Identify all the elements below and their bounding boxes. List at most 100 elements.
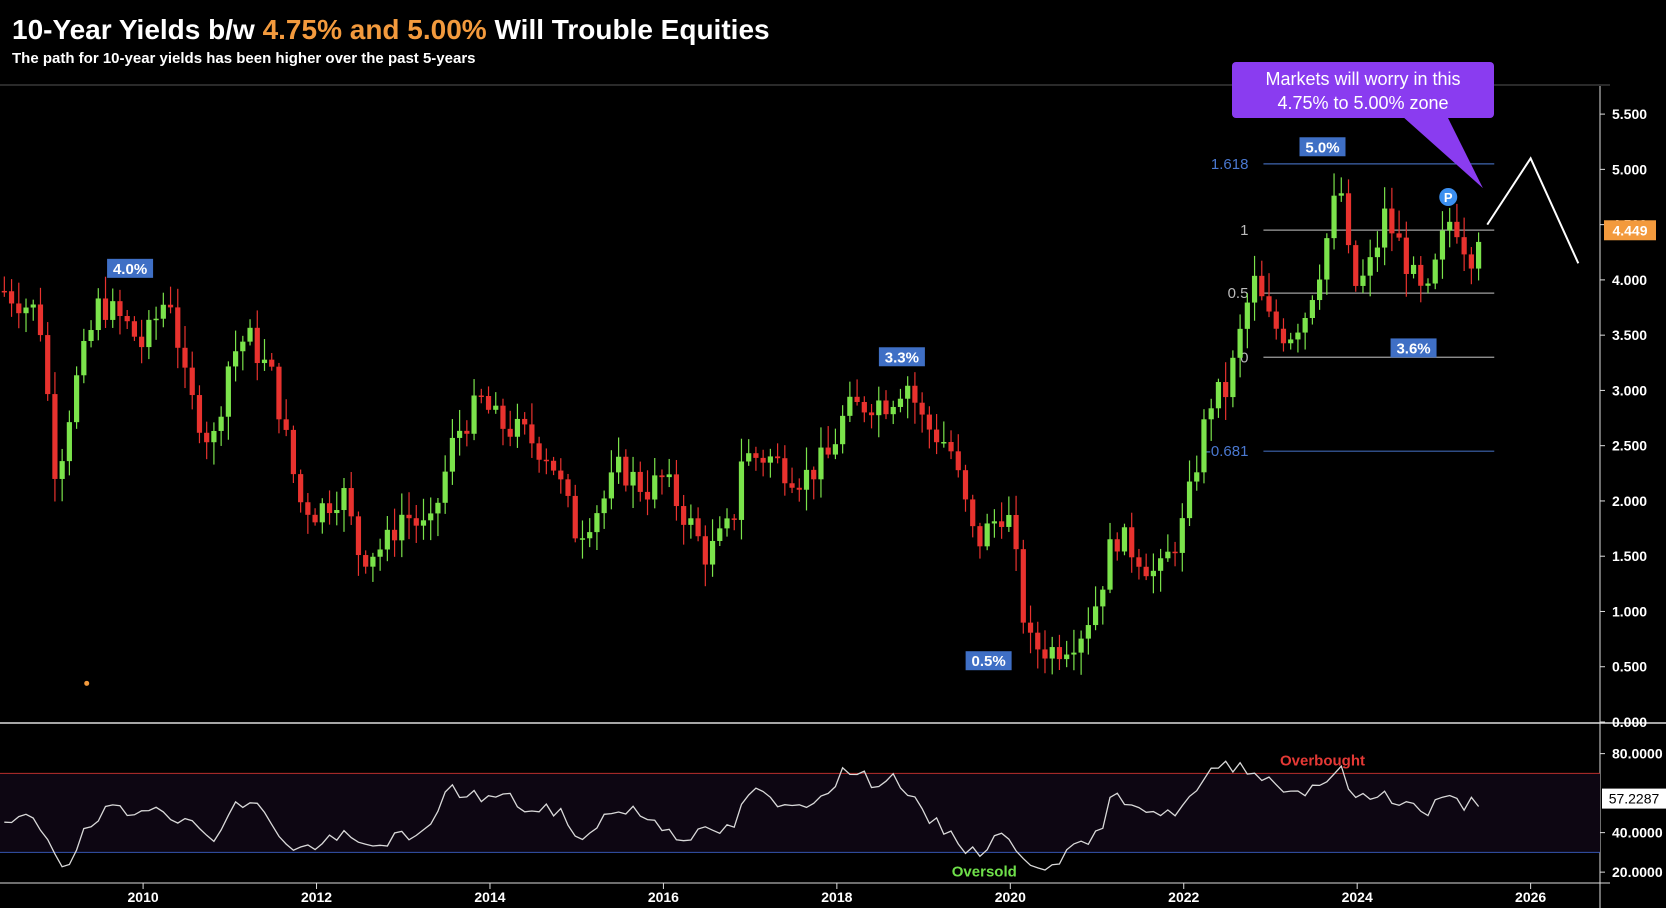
candle-body [962,470,969,500]
candle-body [1186,481,1193,519]
candle-body [1280,328,1287,344]
chart-subtitle: The path for 10-year yields has been hig… [12,50,476,67]
candle-body [232,351,239,367]
rsi-y-tick-label: 40.0000 [1612,825,1663,841]
candle-body [529,424,535,444]
fib-label: 0.5 [1228,285,1249,302]
candle-body [326,503,333,514]
candle-body [1309,300,1315,319]
peak-label-box [107,258,154,278]
candle-body [536,443,542,460]
fib-label: 1.618 [1211,156,1249,173]
candle-body [1114,539,1120,552]
chart-title: 10-Year Yields b/w 4.75% and 5.00% Will … [12,14,770,46]
candle-body [1215,382,1222,409]
candle-body [189,367,195,396]
candle-body [673,474,680,507]
candle-body [1020,549,1026,623]
rsi-y-tick-label: 20.0000 [1612,864,1663,880]
candle-body [587,532,593,539]
rsi-y-tick-label: 80.0000 [1612,746,1663,762]
candle-body [16,303,22,314]
candle-body [594,513,600,533]
candle-body [977,526,983,547]
candle-body [117,301,123,317]
candle-body [334,510,340,514]
candle-body [1150,570,1156,577]
candle-body [88,330,94,342]
candle-body [413,518,419,526]
candle-body [912,385,918,403]
peak-label-box [1390,338,1437,358]
y-tick-label: 3.000 [1612,382,1647,398]
candle-body [760,457,766,463]
title-highlight: 4.75% and 5.00% [262,14,487,45]
candle-body [601,498,607,514]
candle-body [1425,283,1431,286]
candle-body [1360,275,1366,286]
candle-body [110,301,116,320]
candle-body [652,475,658,500]
peak-label: 3.6% [1396,340,1430,357]
candle-body [999,521,1005,527]
candle-body [905,385,911,399]
candle-body [1410,264,1417,274]
candle-body [74,375,80,423]
candle-body [363,555,369,567]
candle-body [95,298,101,331]
peak-label: 4.0% [113,261,147,278]
candle-body [1237,328,1243,358]
candle-body [688,518,694,525]
candle-body [1266,296,1272,312]
candle-body [644,491,651,500]
candle-body [1064,654,1070,660]
candle-body [485,395,492,410]
candle-body [1468,254,1474,269]
candle-body [377,549,383,557]
candle-body [558,470,564,480]
peak-label-box [878,347,925,367]
candle-body [861,401,867,413]
overbought-label: Overbought [1280,752,1365,769]
candle-body [1194,472,1200,482]
candle-body [81,341,87,376]
candle-body [1107,539,1113,590]
candle-body [218,416,224,431]
candle-body [1353,245,1359,286]
orange-dot [84,680,90,686]
candle-body [348,488,354,517]
candle-body [522,418,528,425]
candle-body [796,487,802,490]
candle-body [933,429,940,443]
x-tick-label: 2022 [1168,889,1199,905]
candle-body [442,471,448,503]
candle-body [897,398,904,407]
last-price-tag [1604,220,1656,241]
candle-body [550,460,557,471]
rsi-line [4,760,1480,871]
candle-body [847,396,853,416]
candle-body [52,394,58,479]
candle-body [1331,195,1337,239]
candle-body [1013,514,1019,550]
candle-body [1475,241,1482,269]
candle-body [305,502,311,515]
candle-body [1396,233,1402,238]
candle-body [1439,230,1446,260]
candle-body [153,318,159,321]
candle-body [623,456,629,486]
x-tick-label: 2012 [301,889,332,905]
y-tick-label: 4.000 [1612,272,1647,288]
candle-body [666,474,672,478]
candle-body [1158,558,1164,571]
candle-body [1085,625,1091,639]
x-tick-label: 2016 [648,889,679,905]
candle-body [1042,649,1048,659]
candle-body [543,459,549,462]
candle-body [1056,647,1063,660]
candle-body [204,432,210,443]
candle-body [1129,527,1135,558]
candle-body [175,307,181,348]
candle-body [8,291,15,304]
candle-body [1259,275,1265,297]
